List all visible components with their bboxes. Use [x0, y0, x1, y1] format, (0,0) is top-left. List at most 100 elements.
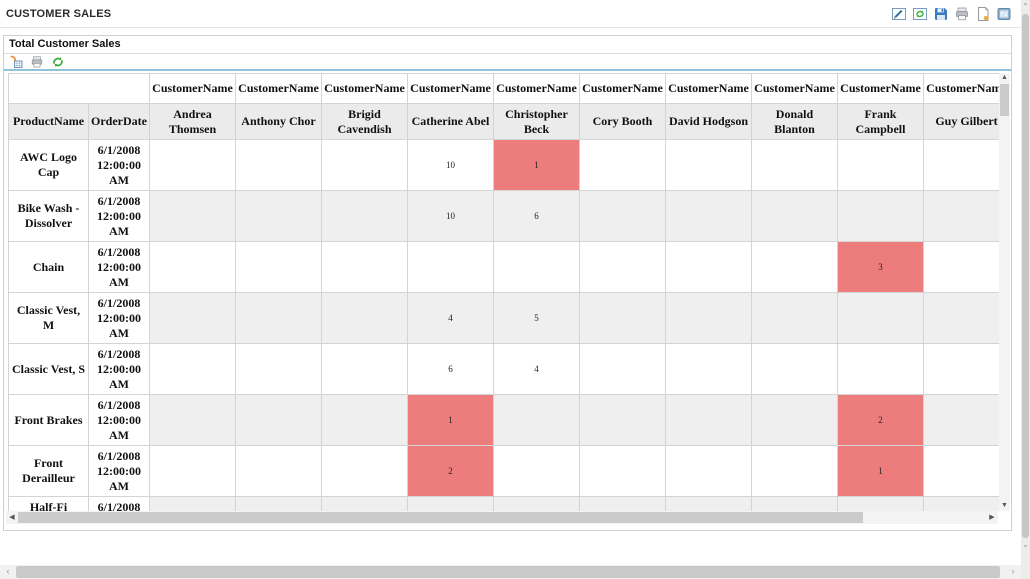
page-scroll-left-button[interactable]: ‹	[6, 566, 10, 576]
page-scroll-right-button[interactable]: ›	[1011, 566, 1015, 576]
print-icon[interactable]	[29, 55, 44, 69]
grid-viewport[interactable]: CustomerName CustomerName CustomerName Cust…	[8, 73, 1010, 511]
value-cell	[664, 343, 752, 395]
value-cell	[750, 190, 838, 242]
customer-group-header: CustomerName	[406, 73, 494, 104]
value-cell	[578, 445, 666, 497]
page-vertical-scroll-thumb[interactable]	[1022, 14, 1029, 538]
grid-vertical-scrollbar[interactable]: ▲ ▼	[999, 73, 1010, 511]
value-cell	[922, 139, 1010, 191]
app-header: CUSTOMER SALES	[0, 0, 1021, 28]
page-horizontal-scroll-thumb[interactable]	[16, 566, 1000, 578]
value-cell	[664, 139, 752, 191]
value-cell: 5	[492, 292, 580, 344]
value-cell	[234, 241, 322, 293]
customer-header: Donald Blanton	[750, 103, 838, 140]
value-cell	[578, 292, 666, 344]
value-cell	[664, 394, 752, 446]
value-cell	[750, 445, 838, 497]
value-cell	[320, 394, 408, 446]
value-cell	[836, 292, 924, 344]
product-cell: Half-Fi	[8, 496, 89, 511]
report-panel: Total Customer Sales	[3, 35, 1012, 531]
edit-report-icon[interactable]	[890, 5, 908, 23]
customer-group-header: CustomerName	[578, 73, 666, 104]
value-cell	[664, 292, 752, 344]
order-date-cell: 6/1/2008 12:00:00 AM	[88, 241, 150, 293]
grid-horizontal-scroll-thumb[interactable]	[18, 512, 863, 523]
value-cell	[750, 394, 838, 446]
value-cell	[406, 496, 494, 511]
table-row: Half-Fi 6/1/2008	[8, 496, 1010, 511]
value-cell	[320, 496, 408, 511]
customer-group-header: CustomerName	[234, 73, 322, 104]
value-cell	[750, 139, 838, 191]
refresh-view-icon[interactable]	[911, 5, 929, 23]
value-cell	[836, 496, 924, 511]
value-cell	[406, 241, 494, 293]
highlighted-value-cell: 1	[492, 139, 580, 191]
highlighted-value-cell: 3	[836, 241, 924, 293]
value-cell: 4	[406, 292, 494, 344]
customer-header: David Hodgson	[664, 103, 752, 140]
value-cell	[922, 496, 1010, 511]
value-cell	[578, 139, 666, 191]
grid-scroll-left-button[interactable]: ◀	[9, 514, 15, 521]
page-scroll-down-button[interactable]: ⌄	[1022, 540, 1029, 549]
value-cell	[750, 496, 838, 511]
product-cell: Classic Vest, S	[8, 343, 89, 395]
value-cell	[320, 292, 408, 344]
value-cell	[922, 241, 1010, 293]
page-horizontal-scrollbar[interactable]: ‹ ›	[0, 565, 1021, 579]
value-cell	[664, 241, 752, 293]
value-cell	[836, 190, 924, 242]
customer-header: Catherine Abel	[406, 103, 494, 140]
value-cell	[148, 139, 236, 191]
grid-scroll-up-button[interactable]: ▲	[1001, 74, 1008, 81]
value-cell	[492, 394, 580, 446]
value-cell	[148, 190, 236, 242]
customer-header: Frank Campbell	[836, 103, 924, 140]
value-cell	[320, 190, 408, 242]
value-cell	[922, 343, 1010, 395]
value-cell	[234, 139, 322, 191]
highlighted-value-cell: 2	[406, 445, 494, 497]
print-layout-icon[interactable]	[974, 5, 992, 23]
corner-cell	[8, 73, 150, 104]
page-scroll-up-button[interactable]: ⌃	[1022, 2, 1029, 11]
value-cell	[234, 190, 322, 242]
grid-vertical-scroll-thumb[interactable]	[1000, 84, 1009, 116]
value-cell	[320, 445, 408, 497]
customer-header: Brigid Cavendish	[320, 103, 408, 140]
value-cell	[578, 190, 666, 242]
row-header-label: ProductName	[8, 103, 89, 140]
customer-group-header: CustomerName	[750, 73, 838, 104]
grid-scroll-right-button[interactable]: ▶	[989, 514, 995, 521]
page-setup-icon[interactable]	[995, 5, 1013, 23]
value-cell	[492, 241, 580, 293]
product-cell: Chain	[8, 241, 89, 293]
refresh-icon[interactable]	[50, 55, 65, 69]
order-date-cell: 6/1/2008 12:00:00 AM	[88, 139, 150, 191]
product-cell: Bike Wash - Dissolver	[8, 190, 89, 242]
page-title: CUSTOMER SALES	[6, 7, 112, 20]
grid-horizontal-scrollbar[interactable]: ◀ ▶	[6, 511, 998, 524]
customer-group-header: CustomerName	[922, 73, 1010, 104]
customer-group-header: CustomerName	[836, 73, 924, 104]
page-vertical-scrollbar[interactable]: ⌃ ⌄	[1021, 0, 1030, 579]
value-cell	[492, 496, 580, 511]
product-cell: AWC Logo Cap	[8, 139, 89, 191]
order-date-cell: 6/1/2008	[88, 496, 150, 511]
export-icon[interactable]	[8, 55, 23, 69]
table-row: Classic Vest, M 6/1/2008 12:00:00 AM 4 5	[8, 292, 1010, 344]
value-cell	[148, 292, 236, 344]
value-cell	[234, 496, 322, 511]
print-icon[interactable]	[953, 5, 971, 23]
customer-header: Christopher Beck	[492, 103, 580, 140]
save-icon[interactable]	[932, 5, 950, 23]
grid-scroll-down-button[interactable]: ▼	[1001, 502, 1008, 509]
value-cell	[922, 445, 1010, 497]
value-cell	[320, 343, 408, 395]
value-cell	[148, 496, 236, 511]
value-cell	[234, 394, 322, 446]
